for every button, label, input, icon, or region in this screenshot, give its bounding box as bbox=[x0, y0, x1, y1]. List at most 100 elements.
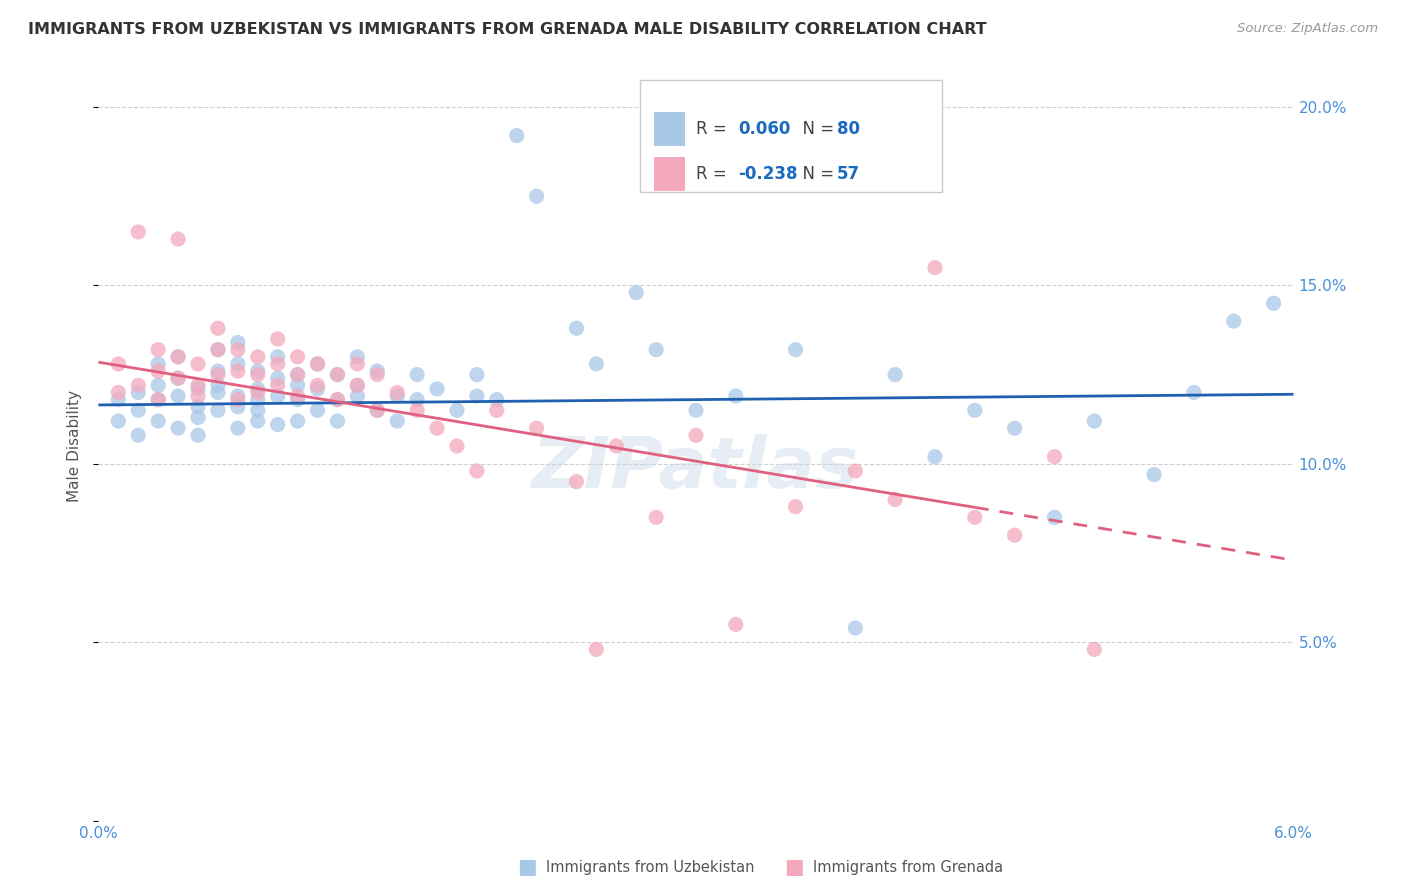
Point bbox=[426, 421, 449, 435]
Point bbox=[326, 368, 349, 382]
Point bbox=[785, 343, 807, 357]
Point bbox=[246, 382, 269, 396]
Point bbox=[406, 368, 429, 382]
Text: 0.060: 0.060 bbox=[738, 120, 790, 138]
Point bbox=[1182, 385, 1205, 400]
Point bbox=[1083, 642, 1105, 657]
Point bbox=[226, 421, 249, 435]
Point bbox=[963, 510, 986, 524]
Point bbox=[326, 392, 349, 407]
Point bbox=[685, 428, 707, 442]
Text: N =: N = bbox=[792, 165, 839, 183]
Point bbox=[287, 350, 309, 364]
Point bbox=[267, 350, 290, 364]
Point bbox=[446, 403, 468, 417]
Point bbox=[167, 371, 190, 385]
Point bbox=[226, 343, 249, 357]
Point bbox=[385, 389, 409, 403]
Point bbox=[346, 378, 368, 392]
Point bbox=[187, 410, 209, 425]
Point bbox=[685, 403, 707, 417]
Point bbox=[267, 371, 290, 385]
Point bbox=[107, 414, 129, 428]
Point bbox=[506, 128, 529, 143]
Point bbox=[287, 378, 309, 392]
Text: N =: N = bbox=[792, 120, 839, 138]
Text: ZIPatlas: ZIPatlas bbox=[533, 434, 859, 503]
Text: R =: R = bbox=[696, 165, 733, 183]
Point bbox=[585, 357, 607, 371]
Point bbox=[307, 378, 329, 392]
Point bbox=[844, 621, 866, 635]
Point bbox=[307, 357, 329, 371]
Point bbox=[884, 492, 907, 507]
Point bbox=[187, 382, 209, 396]
Point bbox=[1043, 510, 1066, 524]
Point bbox=[226, 357, 249, 371]
Point bbox=[167, 232, 190, 246]
Point bbox=[246, 368, 269, 382]
Point bbox=[844, 464, 866, 478]
Text: R =: R = bbox=[696, 120, 733, 138]
Point bbox=[307, 382, 329, 396]
Text: Immigrants from Uzbekistan: Immigrants from Uzbekistan bbox=[546, 860, 754, 874]
Point bbox=[207, 368, 229, 382]
Point bbox=[226, 364, 249, 378]
Text: 80: 80 bbox=[837, 120, 859, 138]
Point bbox=[485, 392, 508, 407]
Point bbox=[724, 617, 747, 632]
Point bbox=[207, 378, 229, 392]
Point bbox=[585, 642, 607, 657]
Point bbox=[207, 343, 229, 357]
Point bbox=[346, 350, 368, 364]
Point bbox=[307, 403, 329, 417]
Text: ■: ■ bbox=[785, 857, 804, 877]
Point bbox=[963, 403, 986, 417]
Point bbox=[246, 350, 269, 364]
Text: 57: 57 bbox=[837, 165, 859, 183]
Point bbox=[385, 414, 409, 428]
Point bbox=[187, 378, 209, 392]
Point bbox=[326, 368, 349, 382]
Point bbox=[207, 403, 229, 417]
Point bbox=[366, 364, 388, 378]
Point bbox=[267, 332, 290, 346]
Point bbox=[207, 385, 229, 400]
Point bbox=[167, 371, 190, 385]
Point bbox=[1143, 467, 1166, 482]
Point bbox=[724, 389, 747, 403]
Point bbox=[148, 357, 170, 371]
Point bbox=[287, 368, 309, 382]
Point bbox=[465, 464, 488, 478]
Point bbox=[1083, 414, 1105, 428]
Point bbox=[127, 403, 149, 417]
Point bbox=[127, 428, 149, 442]
Point bbox=[446, 439, 468, 453]
Point bbox=[326, 392, 349, 407]
Point bbox=[924, 450, 946, 464]
Point bbox=[645, 510, 668, 524]
Text: ■: ■ bbox=[517, 857, 537, 877]
Point bbox=[187, 428, 209, 442]
Point bbox=[148, 392, 170, 407]
Point bbox=[267, 357, 290, 371]
Point bbox=[187, 357, 209, 371]
Point bbox=[346, 378, 368, 392]
Point bbox=[267, 417, 290, 432]
Point bbox=[924, 260, 946, 275]
Point bbox=[267, 378, 290, 392]
Point bbox=[287, 389, 309, 403]
Point bbox=[148, 392, 170, 407]
Point bbox=[485, 403, 508, 417]
Point bbox=[565, 321, 588, 335]
Point bbox=[366, 368, 388, 382]
Point bbox=[326, 414, 349, 428]
Point bbox=[246, 385, 269, 400]
Point bbox=[426, 382, 449, 396]
Point bbox=[226, 389, 249, 403]
Point bbox=[465, 389, 488, 403]
Point bbox=[465, 368, 488, 382]
Point bbox=[187, 400, 209, 414]
Point bbox=[385, 385, 409, 400]
Point bbox=[406, 392, 429, 407]
